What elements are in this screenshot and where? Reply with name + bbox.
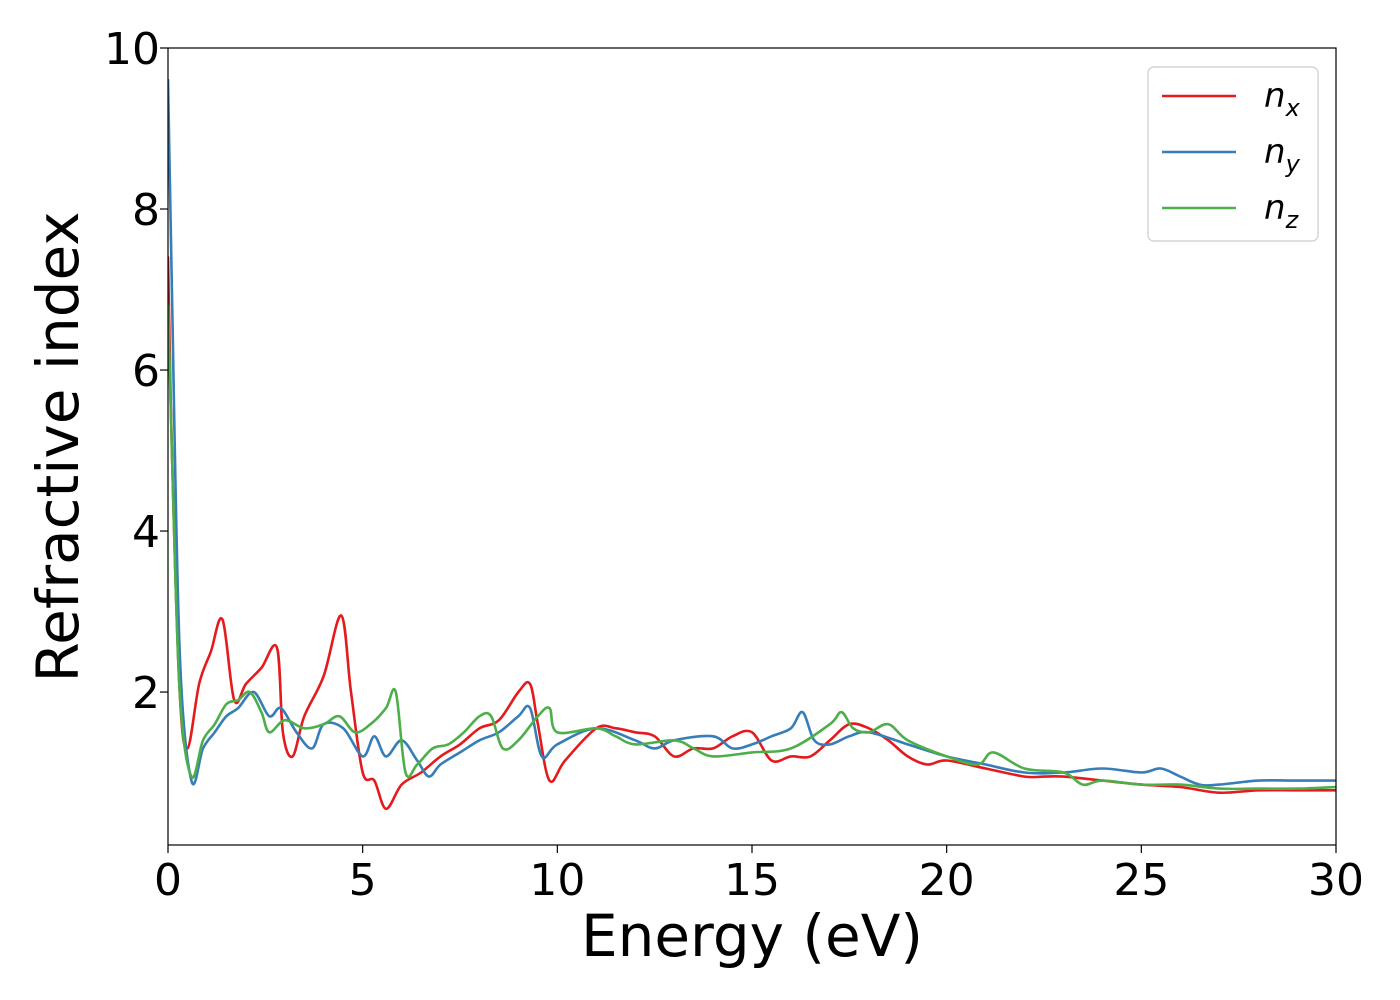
y-tick-label: 2: [132, 668, 160, 719]
x-tick-label: 15: [724, 855, 780, 906]
y-tick-label: 8: [132, 185, 160, 236]
y-tick-label: 10: [104, 24, 160, 75]
y-tick-label: 6: [132, 346, 160, 397]
plot-area: [168, 48, 1336, 845]
series-line-z: [168, 304, 1336, 791]
series-layer: [168, 78, 1336, 811]
y-axis-title: Refractive index: [24, 211, 92, 682]
y-tick-label: 4: [132, 507, 160, 558]
x-tick-label: 25: [1113, 855, 1169, 906]
x-tick-label: 10: [529, 855, 585, 906]
legend-box: [1147, 66, 1319, 242]
series-line-y: [168, 78, 1336, 787]
x-tick-label: 0: [154, 855, 182, 906]
x-axis: 0 5 10 15 20 25 30: [154, 845, 1364, 906]
x-tick-label: 30: [1308, 855, 1364, 906]
x-tick-label: 5: [349, 855, 377, 906]
y-axis: 2 4 6 8 10: [104, 24, 168, 719]
x-axis-title: Energy (eV): [581, 902, 923, 970]
x-tick-label: 20: [919, 855, 975, 906]
